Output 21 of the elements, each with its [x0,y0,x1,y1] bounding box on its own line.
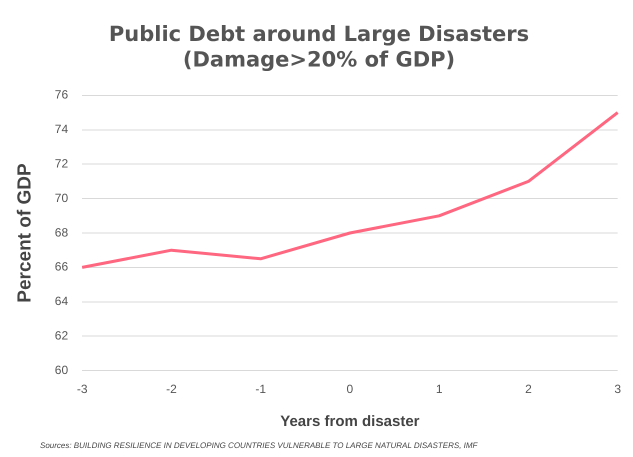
x-tick-label: 1 [436,382,443,396]
x-axis-title: Years from disaster [280,413,420,430]
y-tick-label: 62 [54,328,68,343]
y-tick-label: 60 [54,362,68,377]
x-tick-label: 2 [525,382,532,396]
y-tick-label: 64 [54,294,68,308]
x-tick-label: 3 [614,382,622,396]
text: Public Debt around Large Disasters [108,22,530,46]
y-tick-label: 68 [54,225,68,240]
y-tick-label: 76 [54,88,68,102]
y-axis-title: Percent of GDP [14,162,36,303]
x-tick-label: 0 [346,382,354,396]
y-tick-label: 66 [54,260,68,274]
source-note: Sources: BUILDING RESILIENCE IN DEVELOPING COUNTRIES VULNERABLE TO LARGE NATURAL DISASTERS, IMF [40,441,478,450]
x-tick-label: -3 [76,382,88,396]
x-tick-label: -2 [166,382,178,396]
y-tick-label: 74 [54,122,68,136]
y-tick-label: 72 [54,156,68,171]
y-tick-label: 70 [54,190,68,205]
x-tick-label: -1 [255,382,266,396]
text: (Damage>20% of GDP) [182,47,456,72]
